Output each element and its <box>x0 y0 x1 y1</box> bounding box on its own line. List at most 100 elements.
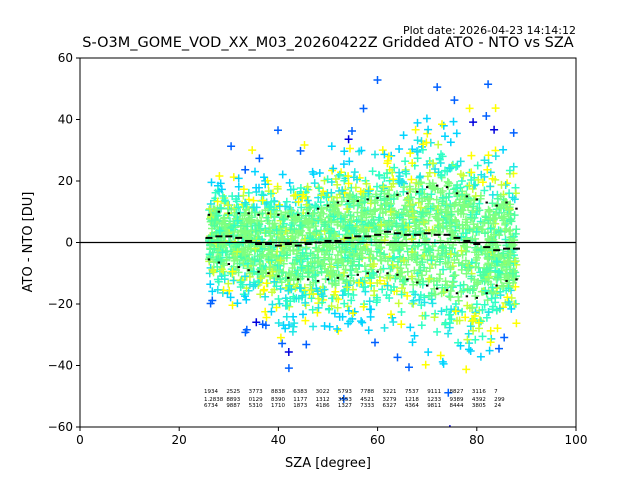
scatter-point <box>483 165 492 174</box>
scatter-point <box>208 287 217 296</box>
scatter-point <box>236 208 245 217</box>
scatter-point <box>357 317 366 326</box>
scatter-point <box>422 267 431 276</box>
scatter-point <box>452 162 460 171</box>
scatter-point <box>471 292 480 300</box>
scatter-point <box>272 303 281 312</box>
scatter-point <box>387 261 396 270</box>
scatter-point <box>288 327 297 336</box>
scatter-point <box>388 260 397 269</box>
scatter-point <box>446 263 455 272</box>
scatter-point <box>344 179 353 188</box>
scatter-point <box>447 315 456 324</box>
count-label: 6734 <box>204 403 218 409</box>
scatter-point <box>234 174 243 183</box>
scatter-point <box>486 214 495 223</box>
scatter-point <box>328 166 337 175</box>
scatter-point <box>276 228 285 236</box>
scatter-point <box>460 195 469 204</box>
scatter-point <box>222 255 231 264</box>
scatter-point <box>502 265 511 274</box>
scatter-point <box>360 198 369 207</box>
scatter-point <box>314 245 323 254</box>
scatter-point <box>306 258 315 266</box>
scatter-point <box>486 263 495 272</box>
scatter-point <box>426 204 435 213</box>
scatter-point <box>462 365 471 374</box>
scatter-point <box>327 142 336 151</box>
scatter-point <box>346 211 355 220</box>
scatter-point <box>385 220 394 229</box>
scatter-point <box>291 217 300 225</box>
scatter-point <box>491 210 500 219</box>
scatter-point <box>228 301 237 310</box>
scatter-point <box>439 243 448 252</box>
count-label: 8838 <box>271 389 285 395</box>
scatter-point <box>366 312 375 321</box>
scatter-point <box>473 161 482 170</box>
scatter-point <box>357 146 366 155</box>
scatter-point <box>270 277 279 286</box>
scatter-point <box>445 212 454 221</box>
count-label: 1934 <box>204 389 218 395</box>
scatter-point <box>380 173 389 182</box>
scatter-point <box>300 141 309 149</box>
scatter-point <box>503 179 512 188</box>
scatter-point <box>432 195 441 204</box>
scatter-point <box>242 200 251 209</box>
scatter-point <box>218 192 227 200</box>
scatter-point <box>395 246 404 255</box>
scatter-point <box>258 196 267 205</box>
scatter-point <box>475 199 484 208</box>
count-label: 1327 <box>338 403 352 409</box>
scatter-point <box>453 251 462 260</box>
scatter-point <box>390 163 399 172</box>
scatter-point <box>217 204 226 213</box>
scatter-point <box>327 178 336 186</box>
scatter-point <box>441 207 450 216</box>
scatter-point <box>259 191 268 200</box>
scatter-point <box>424 125 433 134</box>
scatter-point <box>484 158 493 167</box>
count-label: 3022 <box>316 389 330 395</box>
scatter-point <box>459 224 468 233</box>
scatter-point <box>262 313 271 322</box>
scatter-point <box>372 298 381 307</box>
scatter-point <box>389 179 398 188</box>
scatter-point <box>211 216 220 225</box>
scatter-point <box>340 147 349 156</box>
scatter-point <box>289 276 298 285</box>
scatter-point <box>400 183 408 192</box>
scatter-point <box>394 269 403 278</box>
scatter-point <box>209 258 218 267</box>
scatter-point <box>469 118 478 127</box>
scatter-point <box>380 250 389 259</box>
scatter-point <box>356 277 365 285</box>
scatter-point <box>267 197 276 206</box>
scatter-point <box>451 271 460 280</box>
scatter-point <box>467 176 476 184</box>
scatter-point <box>371 150 379 159</box>
count-label: 2525 <box>226 389 240 395</box>
scatter-point <box>414 179 423 188</box>
scatter-point <box>441 252 450 261</box>
scatter-point <box>318 292 327 301</box>
scatter-point <box>411 290 420 299</box>
scatter-point <box>300 251 309 260</box>
scatter-point <box>344 306 353 315</box>
scatter-point <box>496 192 505 201</box>
scatter-point <box>449 117 458 126</box>
scatter-point <box>364 219 373 228</box>
scatter-point <box>339 394 348 403</box>
scatter-point <box>449 425 451 427</box>
scatter-point <box>383 169 391 178</box>
scatter-point <box>438 242 447 251</box>
count-label: 9811 <box>427 403 441 409</box>
scatter-point <box>469 220 478 229</box>
scatter-point <box>472 227 481 236</box>
scatter-point <box>343 283 352 292</box>
scatter-point <box>367 247 376 256</box>
scatter-point <box>402 260 411 269</box>
scatter-point <box>389 318 398 326</box>
scatter-point <box>407 175 416 184</box>
